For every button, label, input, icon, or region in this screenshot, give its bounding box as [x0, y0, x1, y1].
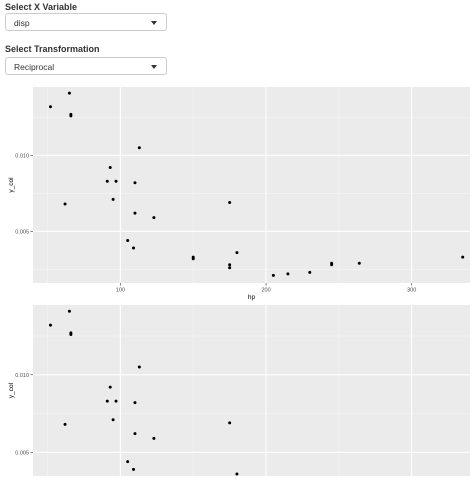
data-point [67, 91, 71, 95]
data-point [235, 472, 239, 476]
scatter-plot-1-svg: 0.005 0.010 100 200 300 hp y_col [8, 87, 470, 301]
y-tick-label: 0.010 [15, 153, 29, 159]
data-point [114, 399, 118, 403]
y-axis-title: y_col [8, 177, 15, 193]
scatter-plot-1: 0.005 0.010 100 200 300 hp y_col [0, 85, 474, 303]
data-point [67, 309, 71, 313]
data-point [69, 332, 73, 336]
data-point [133, 432, 137, 436]
data-point [330, 261, 334, 265]
y-tick-label: 0.005 [15, 450, 29, 456]
data-point [126, 238, 130, 242]
chevron-down-icon [151, 21, 157, 25]
data-point [357, 261, 361, 265]
y-tick-label: 0.010 [15, 373, 29, 379]
data-point [132, 246, 136, 250]
data-point [228, 263, 232, 267]
data-point [133, 181, 137, 185]
data-point [152, 216, 156, 220]
data-point [108, 385, 112, 389]
x-tick-label: 300 [407, 288, 416, 294]
data-point [286, 272, 290, 276]
data-point [228, 421, 232, 425]
x-tick-label: 100 [116, 288, 125, 294]
y-tick-label: 0.005 [15, 229, 29, 235]
data-point [235, 251, 239, 255]
scatter-plot-2: 0.005 0.010 y_col [0, 303, 474, 481]
data-point [133, 401, 137, 405]
data-point [191, 257, 195, 261]
transformation-select[interactable]: Reciprocal [5, 57, 167, 75]
data-point [48, 323, 52, 327]
data-point [114, 179, 118, 183]
data-point [111, 418, 115, 422]
data-point [132, 467, 136, 471]
data-point [63, 422, 67, 426]
transformation-selected-value: Reciprocal [14, 62, 55, 72]
x-variable-selected-value: disp [14, 18, 30, 28]
x-axis-title: hp [248, 294, 256, 301]
x-variable-label: Select X Variable [5, 2, 78, 12]
data-point [111, 197, 115, 201]
transformation-label: Select Transformation [5, 44, 100, 54]
plot-panel [33, 305, 470, 481]
y-axis-title: y_col [8, 382, 15, 398]
data-point [108, 166, 112, 170]
data-point [48, 105, 52, 109]
data-point [63, 202, 67, 206]
data-point [228, 200, 232, 204]
data-point [137, 146, 141, 150]
data-point [105, 179, 109, 183]
data-point [126, 460, 130, 464]
data-point [137, 365, 141, 369]
x-variable-select[interactable]: disp [5, 13, 167, 31]
data-point [228, 266, 232, 270]
chevron-down-icon [151, 65, 157, 69]
data-point [152, 436, 156, 440]
data-point [105, 399, 109, 403]
x-tick-label: 200 [261, 288, 270, 294]
data-point [461, 255, 465, 259]
data-point [271, 273, 275, 277]
data-point [308, 270, 312, 274]
plot-panel [33, 87, 470, 283]
data-point [133, 211, 137, 215]
data-point [69, 114, 73, 118]
